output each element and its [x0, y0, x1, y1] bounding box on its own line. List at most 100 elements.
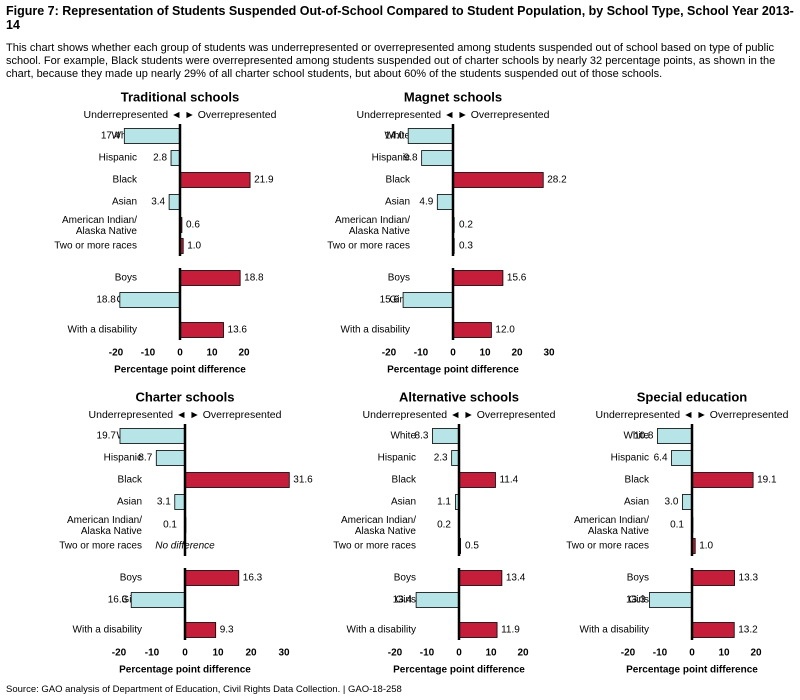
category-label: American Indian/Alaska Native	[62, 215, 137, 237]
category-label: Black	[118, 475, 143, 486]
value-label: 4.9	[419, 197, 433, 208]
chart-title: Charter schools	[136, 389, 235, 404]
value-label: 21.9	[254, 175, 274, 186]
bar	[436, 194, 454, 210]
value-label: 11.9	[501, 625, 520, 636]
category-label: White	[390, 431, 416, 442]
category-label: Two or more races	[59, 541, 142, 552]
tick-label: 0	[182, 648, 188, 659]
tick-label: 30	[543, 348, 555, 359]
bar	[184, 570, 240, 586]
tick-label: 20	[238, 348, 250, 359]
bar	[415, 592, 460, 608]
tick-label: -20	[109, 348, 124, 359]
tick-label: -10	[653, 648, 668, 659]
value-label: 2.8	[153, 153, 167, 164]
category-label: Asian	[385, 197, 410, 208]
category-label: American Indian/Alaska Native	[341, 515, 416, 537]
bar	[649, 592, 693, 608]
chart-panel: Traditional schools Underrepresented ◄ ► …	[54, 89, 276, 375]
category-label: Black	[386, 175, 411, 186]
category-label: Black	[392, 475, 417, 486]
category-label-line: American Indian/	[62, 215, 137, 226]
direction-label: Underrepresented ◄ ► Overrepresented	[357, 109, 550, 121]
value-label: 15.6	[507, 273, 527, 284]
category-label: Hispanic	[372, 153, 410, 164]
value-label: 18.8	[96, 295, 116, 306]
value-label: 0.5	[465, 541, 479, 552]
figure-title: Figure 7: Representation of Students Sus…	[6, 4, 794, 32]
bar	[657, 428, 693, 444]
category-label: Boys	[388, 273, 410, 284]
value-label: 13.2	[738, 625, 758, 636]
value-label: 13.4	[506, 573, 526, 584]
bar	[155, 450, 186, 466]
bar	[682, 494, 693, 510]
tick-label: -20	[112, 648, 127, 659]
chart-title: Alternative schools	[399, 389, 519, 404]
bar	[179, 172, 251, 188]
bar	[119, 292, 181, 308]
value-label: 16.3	[243, 573, 263, 584]
category-label: With a disability	[341, 325, 410, 336]
value-label: 9.3	[220, 625, 234, 636]
tick-label: -10	[141, 348, 156, 359]
category-label: Boys	[394, 573, 416, 584]
value-label: 10.8	[634, 431, 654, 442]
value-label: 16.3	[108, 595, 128, 606]
tick-label: -20	[382, 348, 397, 359]
value-label: 1.1	[437, 497, 451, 508]
tick-label: 10	[206, 348, 218, 359]
category-label: Girls	[628, 595, 649, 606]
axis-label: Percentage point difference	[387, 365, 519, 376]
value-label: 13.3	[739, 573, 759, 584]
chart-panel: Special education Underrepresented ◄ ► Ov…	[566, 389, 788, 675]
chart-panel: Charter schools Underrepresented ◄ ► Over…	[59, 389, 313, 675]
value-label: 19.7	[97, 431, 117, 442]
category-label: Boys	[120, 573, 142, 584]
category-label: Two or more races	[327, 241, 410, 252]
value-label: 1.0	[699, 541, 713, 552]
tick-label: -10	[414, 348, 429, 359]
value-label: 28.2	[547, 175, 567, 186]
tick-label: 10	[212, 648, 224, 659]
bar	[458, 570, 503, 586]
value-label: 11.4	[499, 475, 518, 486]
category-label-line: Alaska Native	[588, 526, 650, 537]
axis-label: Percentage point difference	[114, 365, 246, 376]
category-label-line: American Indian/	[335, 215, 410, 226]
category-label: Boys	[115, 273, 137, 284]
bar	[671, 450, 693, 466]
bar	[452, 270, 504, 286]
tick-label: -20	[388, 648, 403, 659]
value-label: 0.1	[163, 520, 177, 531]
value-label: 3.0	[664, 497, 678, 508]
bar	[691, 570, 735, 586]
chart-title: Special education	[637, 389, 748, 404]
tick-label: 10	[479, 348, 491, 359]
category-label: Asian	[112, 197, 137, 208]
direction-label: Underrepresented ◄ ► Overrepresented	[84, 109, 277, 121]
bar	[452, 172, 544, 188]
category-label: Two or more races	[566, 541, 649, 552]
direction-label: Underrepresented ◄ ► Overrepresented	[89, 409, 282, 421]
tick-label: -10	[145, 648, 160, 659]
bar	[691, 472, 754, 488]
tick-label: 20	[750, 648, 762, 659]
value-label: 13.6	[228, 325, 248, 336]
chart-panel: Magnet schools Underrepresented ◄ ► Overr…	[327, 89, 567, 375]
category-label: Girls	[389, 295, 410, 306]
tick-label: 20	[245, 648, 257, 659]
bar	[184, 622, 217, 638]
axis-label: Percentage point difference	[626, 665, 758, 676]
value-label: 14.0	[385, 131, 405, 142]
bar	[130, 592, 186, 608]
axis-label: Percentage point difference	[393, 665, 525, 676]
bar	[458, 622, 498, 638]
value-label: 18.8	[244, 273, 264, 284]
value-label: 13.4	[393, 595, 413, 606]
category-label: With a disability	[347, 625, 416, 636]
category-label-line: Alaska Native	[349, 226, 411, 237]
category-label: With a disability	[73, 625, 142, 636]
category-label-line: American Indian/	[341, 515, 416, 526]
